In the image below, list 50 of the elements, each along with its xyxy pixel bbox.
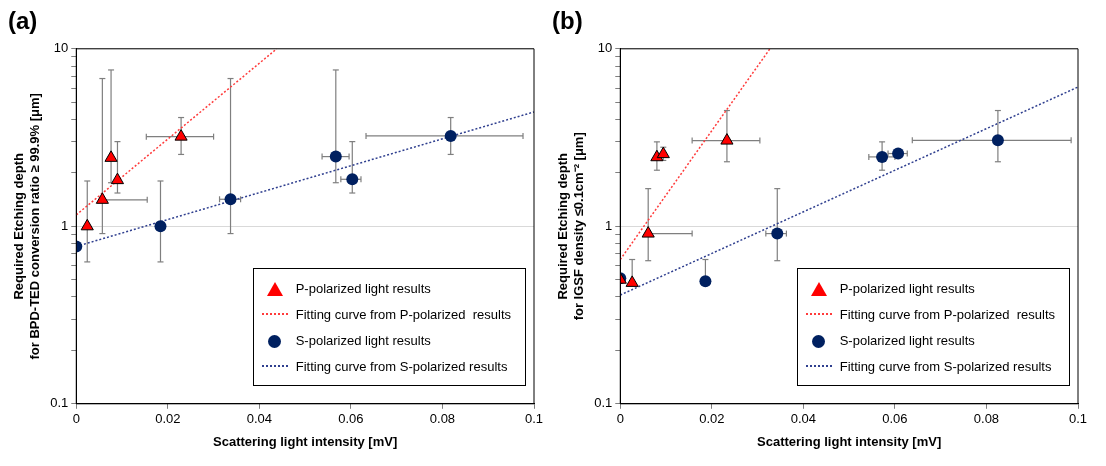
- legend-label: Fitting curve from P-polarized results: [839, 306, 1055, 322]
- legend-label: S-polarized light results: [295, 332, 431, 348]
- y-tick-label: 10: [53, 40, 69, 56]
- y-axis-title: Required Etching depth for IGSF density ≤0.1cm⁻² [μm]: [555, 132, 586, 321]
- point: [346, 173, 359, 186]
- point: [771, 227, 784, 240]
- point: [80, 218, 94, 231]
- legend-label: Fitting curve from S-polarized results: [295, 358, 508, 374]
- x-tick-label: 0: [616, 411, 624, 427]
- point: [991, 134, 1004, 147]
- legend-label: P-polarized light results: [839, 280, 975, 296]
- legend-label: S-polarized light results: [839, 332, 975, 348]
- point: [104, 150, 118, 162]
- point: [329, 150, 342, 163]
- point: [224, 193, 237, 206]
- x-tick-label: 0.04: [246, 411, 273, 427]
- point: [641, 226, 655, 238]
- x-tick-label: 0.08: [429, 411, 456, 427]
- point: [174, 129, 188, 141]
- x-axis-title: Scattering light intensity [mV]: [757, 433, 942, 449]
- point: [110, 172, 125, 185]
- y-tick-label: 0.1: [50, 395, 69, 411]
- point: [95, 192, 109, 204]
- x-tick-label: 0.04: [790, 411, 817, 427]
- x-tick-label: 0.1: [1068, 411, 1088, 427]
- legend-label: P-polarized light results: [295, 280, 431, 296]
- x-tick-label: 0.02: [155, 411, 181, 427]
- point: [876, 150, 889, 163]
- y-tick-label: 1: [61, 217, 69, 233]
- chart-title: (b): [552, 7, 583, 35]
- x-tick-label: 0.1: [524, 411, 544, 427]
- y-tick-label: 0.1: [594, 395, 613, 411]
- y-axis-title: Required Etching depth for BPD-TED conversion ratio ≥ 99.9% [μm]: [11, 93, 42, 360]
- x-tick-label: 0.06: [882, 411, 908, 427]
- point: [444, 129, 457, 142]
- x-tick-label: 0.02: [699, 411, 725, 427]
- y-tick-label: 10: [597, 40, 613, 56]
- y-tick-label: 1: [605, 217, 613, 233]
- point: [154, 220, 167, 233]
- point: [699, 275, 712, 288]
- legend-label: Fitting curve from S-polarized results: [839, 358, 1052, 374]
- chart-title: (a): [8, 7, 38, 35]
- point: [625, 275, 639, 287]
- x-tick-label: 0.06: [338, 411, 364, 427]
- x-tick-label: 0: [72, 411, 80, 427]
- x-axis-title: Scattering light intensity [mV]: [213, 433, 398, 449]
- legend-label: Fitting curve from P-polarized results: [295, 306, 511, 322]
- point: [892, 147, 905, 160]
- point: [720, 133, 734, 145]
- x-tick-label: 0.08: [973, 411, 1000, 427]
